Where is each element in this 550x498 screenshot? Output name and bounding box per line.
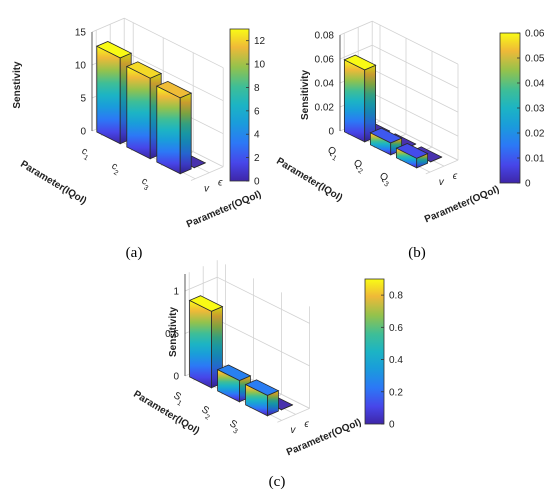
x-tick-label: Q2 [350, 158, 367, 176]
colorbar-tick-label: 12 [254, 36, 266, 47]
x-tick-label: c3 [138, 176, 153, 193]
colorbar-tick-label: 0.8 [389, 291, 403, 302]
panel-b: 0 0.02 0.04 0.06 0.08 Q1 Q2 Q3 vϵ Sensitivity Para… [274, 20, 545, 261]
colorbar-tick-label: 0.01 [525, 154, 545, 165]
z-tick-label: 0.08 [315, 31, 335, 42]
bar [395, 143, 429, 169]
colorbar: 0 0.01 0.02 0.03 0.04 0.05 0.06 [499, 29, 545, 190]
colorbar-tick-label: 0.03 [525, 104, 545, 115]
z-tick-label: 0.02 [315, 103, 335, 114]
x-tick-label: S1 [170, 390, 186, 407]
y-tick-label: ϵ [218, 178, 223, 189]
z-tick-label: 0.06 [315, 55, 335, 66]
y-axis-label: Parameter(OQoI) [185, 189, 263, 230]
bar [244, 379, 280, 417]
x-axis-label: Parameter(IQoI) [274, 156, 344, 204]
bar [95, 41, 133, 145]
colorbar-tick-label: 4 [254, 130, 260, 141]
y-tick-label: v [290, 425, 296, 436]
y-axis-label: Parameter(OQoI) [285, 417, 363, 458]
colorbar-tick-label: 0.2 [389, 387, 403, 398]
z-tick-label: 0.04 [315, 79, 335, 90]
y-tick-label: ϵ [304, 419, 309, 430]
z-tick-label: 1 [173, 287, 179, 298]
z-tick-label: 15 [75, 28, 87, 39]
y-tick-label: v [439, 177, 445, 188]
x-tick-label: Q1 [324, 145, 341, 163]
colorbar-tick-label: 6 [254, 106, 260, 117]
bar [343, 54, 377, 143]
colorbar-tick-label: 0.06 [525, 29, 545, 40]
colorbar: 0 0.2 0.4 0.6 0.8 [364, 278, 403, 431]
z-tick-label: 0 [328, 127, 334, 138]
x-axis-label: Parameter(IQoI) [18, 159, 88, 207]
bar [125, 61, 163, 160]
colorbar-tick-label: 8 [254, 83, 260, 94]
z-tick-label: 0 [80, 127, 86, 138]
x-tick-label: Q3 [376, 171, 393, 189]
z-axis-label: Sensitivity [300, 70, 311, 120]
panel-c: 0 0.5 1 S1 S2 S3 vϵ Sensitivity Parameter(IQoI) P… [131, 260, 403, 490]
bar [188, 295, 224, 389]
panel-label: (b) [408, 245, 426, 261]
panel-label: (a) [126, 245, 143, 261]
colorbar-tick-label: 0 [389, 420, 395, 431]
bar [155, 80, 193, 175]
x-tick-label: S3 [226, 418, 242, 435]
colorbar: 0 2 4 6 8 10 12 [229, 28, 266, 188]
z-tick-label: 0.5 [165, 329, 179, 340]
colorbar-tick-label: 0.05 [525, 54, 545, 65]
x-tick-label: S2 [198, 404, 214, 421]
x-tick-label: c1 [78, 146, 93, 163]
colorbar-tick-label: 0.02 [525, 129, 545, 140]
y-axis-label: Parameter(OQoI) [423, 184, 501, 225]
colorbar-tick-label: 0.4 [389, 355, 403, 366]
colorbar-tick-label: 2 [254, 153, 260, 164]
colorbar-tick-label: 0 [254, 177, 260, 188]
z-tick-label: 5 [80, 94, 86, 105]
panel-a: 0 5 10 15 c1 c2 c3 vϵ Senstivity Parameter(IQoI) P… [12, 17, 266, 261]
y-tick-label: v [204, 184, 210, 195]
z-axis-label: Senstivity [12, 61, 23, 109]
bar [369, 127, 403, 156]
colorbar-tick-label: 0 [525, 179, 531, 190]
colorbar-tick-label: 0.6 [389, 323, 403, 334]
z-tick-label: 10 [75, 61, 87, 72]
colorbar-tick-label: 10 [254, 60, 266, 71]
x-axis-label: Parameter(IQoI) [131, 389, 201, 437]
panel-label: (c) [269, 474, 286, 490]
colorbar-tick-label: 0.04 [525, 79, 545, 90]
z-tick-label: 0 [173, 372, 179, 383]
y-tick-label: ϵ [453, 171, 458, 182]
x-tick-label: c2 [108, 161, 123, 178]
z-axis-label: Sensitivity [168, 307, 179, 357]
